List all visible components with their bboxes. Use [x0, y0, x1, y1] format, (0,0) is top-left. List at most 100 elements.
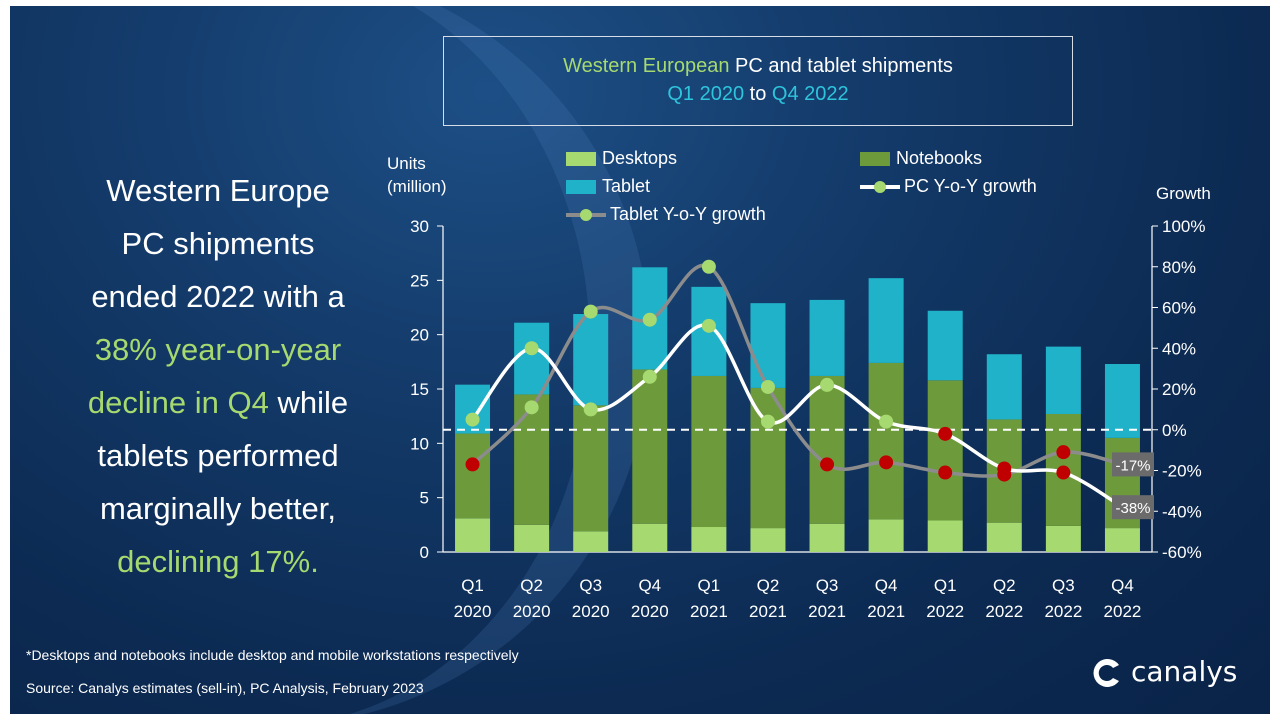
bar-notebooks [632, 369, 668, 524]
headline-line-5-white: while [268, 385, 349, 420]
y-tick-label: 5 [420, 489, 429, 508]
point-tablet-y-o-y-growth [1056, 445, 1071, 460]
bar-desktops [927, 520, 963, 552]
y2-tick-label: 60% [1162, 299, 1196, 318]
bar-desktops [691, 527, 727, 552]
y-tick-label: 30 [410, 217, 429, 236]
point-tablet-y-o-y-growth [938, 465, 953, 480]
data-label-box [1112, 452, 1154, 477]
point-pc-y-o-y-growth [465, 412, 480, 427]
x-tick-label: Q1 [698, 576, 721, 595]
y2-tick-label: 100% [1162, 217, 1205, 236]
bar-desktops [632, 523, 668, 552]
bar-desktops [1104, 528, 1140, 552]
x-tick-label: Q3 [816, 576, 839, 595]
legend-label: Notebooks [896, 148, 982, 168]
canalys-logo: canalys [1085, 653, 1265, 693]
bar-tablet [809, 299, 845, 376]
bar-notebooks [927, 380, 963, 521]
x-tick-label: 2022 [926, 602, 964, 621]
title-to: to [744, 83, 772, 105]
point-pc-y-o-y-growth [938, 426, 953, 441]
legend-swatch [566, 152, 596, 166]
point-pc-y-o-y-growth [997, 461, 1012, 476]
point-tablet-y-o-y-growth [701, 259, 716, 274]
y2-tick-label: -20% [1162, 462, 1202, 481]
bar-desktops [750, 528, 786, 552]
chart-title-line-1: Western European PC and tablet shipments [444, 52, 1072, 80]
x-tick-label: 2020 [454, 602, 492, 621]
bar-tablet [1045, 346, 1081, 414]
bar-notebooks [573, 405, 609, 532]
y-tick-label: 20 [410, 326, 429, 345]
x-tick-label: 2021 [808, 602, 846, 621]
point-tablet-y-o-y-growth [465, 457, 480, 472]
point-pc-y-o-y-growth [820, 377, 835, 392]
point-tablet-y-o-y-growth [524, 400, 539, 415]
legend-label: PC Y-o-Y growth [904, 176, 1037, 196]
bar-desktops [514, 524, 550, 552]
bar-tablet [868, 278, 904, 363]
bar-notebooks [455, 433, 491, 519]
bar-desktops [868, 519, 904, 552]
legend-marker [874, 181, 886, 193]
x-tick-label: Q4 [875, 576, 898, 595]
y2-tick-label: 0% [1162, 421, 1187, 440]
x-tick-label: 2021 [690, 602, 728, 621]
x-tick-label: Q1 [934, 576, 957, 595]
x-tick-label: 2020 [572, 602, 610, 621]
x-tick-label: Q2 [520, 576, 543, 595]
headline-line-5-green: decline in Q4 [87, 385, 269, 420]
y2-tick-label: 20% [1162, 380, 1196, 399]
x-tick-label: 2022 [1044, 602, 1082, 621]
point-pc-y-o-y-growth [583, 402, 598, 417]
chart: 0 5 10 15 20 25 30 -60% -40% -20% 0% 20% 40% 60% 80% 10… [387, 148, 1211, 621]
title-start: Q1 2020 [667, 83, 745, 105]
point-pc-y-o-y-growth [701, 318, 716, 333]
x-tick-label: Q1 [461, 576, 484, 595]
headline-line-5: decline in Q4 while [32, 376, 404, 429]
bar-desktops [809, 523, 845, 552]
x-tick-label: Q3 [1052, 576, 1075, 595]
x-tick-label: Q3 [579, 576, 602, 595]
headline-line-6: tablets performed [97, 438, 339, 473]
infographic: Western European PC and tablet shipments… [10, 6, 1270, 714]
line-pc-y-o-y-growth [471, 323, 1124, 509]
y2-axis-title: Growth [1156, 184, 1211, 203]
x-tick-label: 2020 [631, 602, 669, 621]
y2-tick-label: 80% [1162, 258, 1196, 277]
point-tablet-y-o-y-growth [879, 455, 894, 470]
x-tick-label: Q4 [638, 576, 661, 595]
bar-tablet [927, 310, 963, 381]
y-tick-label: 0 [420, 543, 429, 562]
headline-line-4: 38% year-on-year [94, 332, 342, 367]
x-tick-label: Q2 [993, 576, 1016, 595]
x-tick-label: Q4 [1111, 576, 1134, 595]
y-tick-label: 25 [410, 271, 429, 290]
title-end: Q4 2022 [771, 83, 849, 105]
legend-marker [580, 209, 592, 221]
title-region: Western European [563, 55, 730, 77]
bar-notebooks [868, 362, 904, 520]
legend-swatch [566, 180, 596, 194]
y-tick-label: 10 [410, 434, 429, 453]
chart-title-line-2: Q1 2020 to Q4 2022 [444, 80, 1072, 108]
x-tick-label: 2022 [1104, 602, 1142, 621]
canalys-logo-text: canalys [1131, 655, 1238, 688]
point-tablet-y-o-y-growth [820, 457, 835, 472]
bar-tablet [750, 303, 786, 388]
bar-notebooks [514, 394, 550, 525]
y-axis-title-line-1: Units [387, 154, 426, 173]
y2-tick-label: -40% [1162, 502, 1202, 521]
legend-label: Desktops [602, 148, 677, 168]
x-tick-label: 2021 [749, 602, 787, 621]
bar-desktops [455, 518, 491, 552]
point-pc-y-o-y-growth [879, 414, 894, 429]
chart-title-box: Western European PC and tablet shipments… [443, 36, 1073, 126]
canalys-logo-mark [1093, 659, 1119, 687]
headline: Western Europe PC shipments ended 2022 w… [32, 164, 404, 588]
y-tick-label: 15 [410, 380, 429, 399]
title-subject: PC and tablet shipments [729, 55, 953, 77]
legend-swatch [860, 152, 890, 166]
line-tablet-y-o-y-growth [471, 263, 1123, 478]
